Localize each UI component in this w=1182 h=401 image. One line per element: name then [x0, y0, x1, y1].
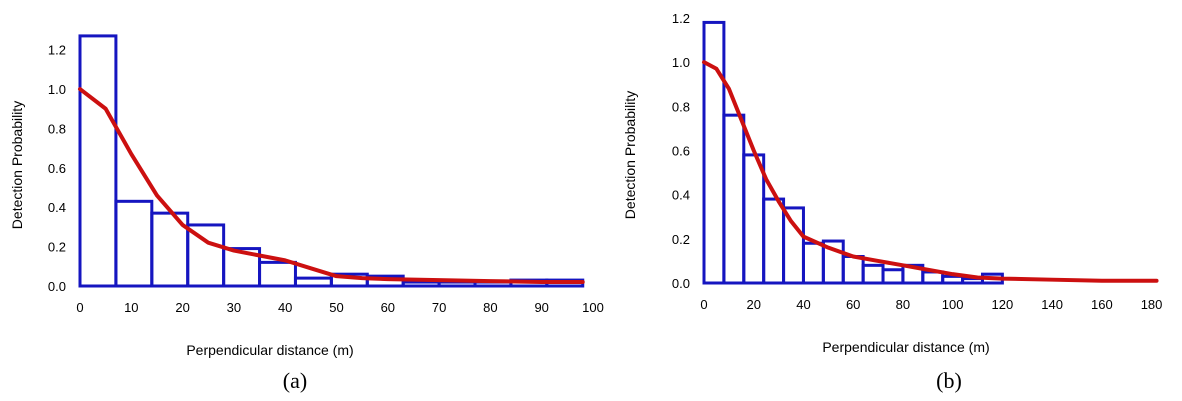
y-tick-label: 0.2 — [48, 240, 66, 255]
histogram-bar — [881, 268, 905, 285]
chart-a-svg: 0.0 0.2 0.4 0.6 0.8 1.0 1.2 0 10 20 30 40 50 60 70 80 90… — [9, 34, 604, 393]
x-tick-label: 20 — [175, 300, 189, 315]
y-tick-label: 1.0 — [48, 82, 66, 97]
detection-curve — [702, 60, 1159, 283]
x-tick-label: 30 — [227, 300, 241, 315]
histogram-bar — [861, 263, 885, 285]
x-tick-label: 120 — [992, 297, 1014, 312]
x-tick-label: 0 — [76, 300, 83, 315]
histogram-bar — [782, 206, 805, 285]
y-tick-label: 0.8 — [48, 121, 66, 136]
y-axis-title: Detection Probability — [622, 91, 638, 219]
x-tick-label: 80 — [483, 300, 497, 315]
x-tick-label: 60 — [846, 297, 860, 312]
histogram-bar — [762, 197, 786, 285]
x-tick-label: 60 — [381, 300, 395, 315]
panel-caption-b: (b) — [936, 368, 962, 393]
x-tick-label: 90 — [534, 300, 548, 315]
x-tick-label: 100 — [582, 300, 604, 315]
histogram-bar — [841, 255, 865, 285]
y-tick-label: 0.0 — [672, 276, 690, 291]
histogram-bar — [78, 34, 118, 288]
y-tick-label: 0.8 — [672, 99, 690, 114]
y-tick-label: 0.6 — [48, 161, 66, 176]
y-tick-label: 0.6 — [672, 144, 690, 159]
y-tick-label: 1.0 — [672, 55, 690, 70]
chart-panel-b: 0.0 0.2 0.4 0.6 0.8 1.0 1.2 0 20 40 60 80 100 120 140 1… — [591, 0, 1182, 401]
histogram-bar — [258, 260, 297, 288]
x-tick-label: 180 — [1141, 297, 1163, 312]
x-axis-title: Perpendicular distance (m) — [822, 339, 989, 355]
histogram-bar — [941, 274, 965, 285]
x-tick-label: 70 — [432, 300, 446, 315]
histogram-bar — [801, 241, 825, 285]
y-tick-label: 0.4 — [48, 200, 66, 215]
histogram-bar — [722, 113, 746, 285]
x-tick-label: 160 — [1091, 297, 1113, 312]
x-tick-label: 10 — [124, 300, 138, 315]
x-tick-label: 20 — [746, 297, 760, 312]
x-tick-label: 140 — [1041, 297, 1063, 312]
y-tick-label: 1.2 — [672, 11, 690, 26]
x-tick-label: 0 — [700, 297, 707, 312]
detection-curve — [78, 87, 585, 285]
y-tick-label: 0.4 — [672, 188, 690, 203]
histogram-bar — [293, 276, 333, 288]
x-tick-label: 100 — [942, 297, 964, 312]
histogram-bar — [114, 199, 154, 288]
x-tick-label: 80 — [896, 297, 910, 312]
x-tick-label: 40 — [278, 300, 292, 315]
x-axis-title: Perpendicular distance (m) — [186, 342, 353, 358]
y-axis-title: Detection Probability — [9, 101, 25, 229]
panel-caption-a: (a) — [283, 368, 307, 393]
chart-b-svg: 0.0 0.2 0.4 0.6 0.8 1.0 1.2 0 20 40 60 80 100 120 140 1… — [622, 11, 1163, 393]
y-tick-label: 1.2 — [48, 43, 66, 58]
y-tick-label: 0.2 — [672, 232, 690, 247]
chart-panel-a: 0.0 0.2 0.4 0.6 0.8 1.0 1.2 0 10 20 30 40 50 60 70 80 90… — [9, 34, 604, 393]
histogram-bar — [742, 153, 766, 285]
y-tick-label: 0.0 — [48, 279, 66, 294]
histogram-bar — [401, 280, 441, 288]
x-tick-label: 40 — [796, 297, 810, 312]
x-tick-label: 50 — [329, 300, 343, 315]
